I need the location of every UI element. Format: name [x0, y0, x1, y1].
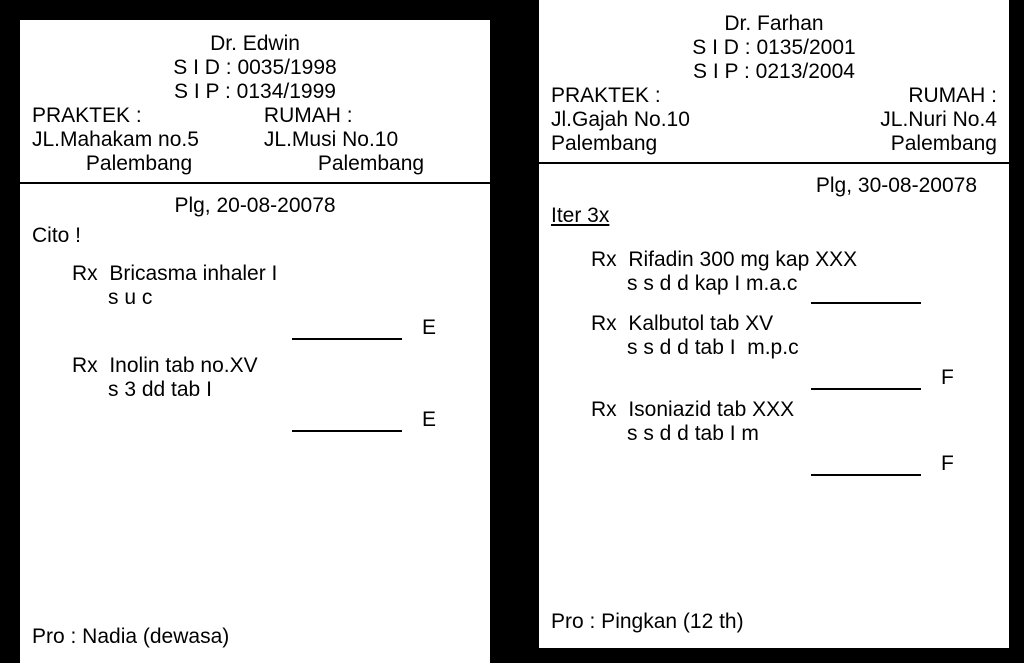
rx1-drug: Rx Rifadin 300 mg kap XXX — [591, 248, 997, 272]
rx1-signature — [551, 302, 997, 304]
rx3-mark: F — [941, 452, 959, 476]
signature-line-icon — [292, 338, 402, 340]
rx1-sig: s u c — [108, 286, 478, 310]
signature-line-icon — [811, 474, 921, 476]
date: Plg, 30-08-20078 — [551, 174, 997, 198]
rumah-addr: JL.Musi No.10 — [264, 128, 478, 152]
rx2-sig: s 3 dd tab I — [108, 378, 478, 402]
sip: S I P : 0213/2004 — [551, 60, 997, 84]
rumah-city: Palembang — [783, 132, 997, 156]
rumah-addr: JL.Nuri No.4 — [783, 108, 997, 132]
rx2-mark: F — [941, 366, 959, 390]
prescription-card-right: Dr. Farhan S I D : 0135/2001 S I P : 021… — [539, 0, 1009, 648]
rx2-drug: Rx Inolin tab no.XV — [72, 354, 478, 378]
date: Plg, 20-08-20078 — [32, 194, 478, 218]
address-line1: Jl.Gajah No.10 JL.Nuri No.4 — [551, 108, 997, 132]
rx1-mark: E — [422, 316, 440, 340]
rx1-drug: Rx Bricasma inhaler I — [72, 262, 478, 286]
rx2-mark: E — [422, 408, 440, 432]
cito-note: Cito ! — [32, 224, 478, 248]
address-labels: PRAKTEK : RUMAH : — [32, 104, 478, 128]
praktek-city: Palembang — [32, 152, 246, 176]
header-right: Dr. Farhan S I D : 0135/2001 S I P : 021… — [539, 0, 1009, 164]
rx2-signature: E — [32, 408, 478, 432]
prescription-card-left: Dr. Edwin S I D : 0035/1998 S I P : 0134… — [20, 20, 490, 663]
rumah-label: RUMAH : — [783, 84, 997, 108]
rx2-signature: F — [551, 366, 997, 390]
rx-block-2: Rx Kalbutol tab XV s s d d tab I m.p.c — [591, 312, 997, 360]
sid: S I D : 0035/1998 — [32, 56, 478, 80]
body-right: Plg, 30-08-20078 Iter 3x Rx Rifadin 300 … — [539, 164, 1009, 648]
rx2-drug: Rx Kalbutol tab XV — [591, 312, 997, 336]
address-line1: JL.Mahakam no.5 JL.Musi No.10 — [32, 128, 478, 152]
rx-block-1: Rx Rifadin 300 mg kap XXX s s d d kap I … — [591, 248, 997, 296]
address-labels: PRAKTEK : RUMAH : — [551, 84, 997, 108]
doctor-name: Dr. Farhan — [551, 12, 997, 36]
signature-line-icon — [811, 302, 921, 304]
rx3-signature: F — [551, 452, 997, 476]
rx1-sig: s s d d kap I m.a.c — [627, 272, 997, 296]
praktek-label: PRAKTEK : — [551, 84, 765, 108]
edge-letter: F — [1011, 372, 1024, 398]
pro-patient: Pro : Nadia (dewasa) — [32, 625, 229, 649]
rx-block-3: Rx Isoniazid tab XXX s s d d tab I m — [591, 398, 997, 446]
address-cities: Palembang Palembang — [551, 132, 997, 156]
signature-line-icon — [292, 430, 402, 432]
rx-block-1: Rx Bricasma inhaler I s u c — [72, 262, 478, 310]
body-left: Plg, 20-08-20078 Cito ! Rx Bricasma inha… — [20, 184, 490, 663]
rx1-signature: E — [32, 316, 478, 340]
sip: S I P : 0134/1999 — [32, 80, 478, 104]
rx3-sig: s s d d tab I m — [627, 422, 997, 446]
rx3-drug: Rx Isoniazid tab XXX — [591, 398, 997, 422]
praktek-city: Palembang — [551, 132, 765, 156]
signature-line-icon — [811, 388, 921, 390]
iter-note: Iter 3x — [551, 204, 609, 228]
pro-patient: Pro : Pingkan (12 th) — [551, 610, 744, 634]
doctor-name: Dr. Edwin — [32, 32, 478, 56]
rumah-city: Palembang — [264, 152, 478, 176]
address-cities: Palembang Palembang — [32, 152, 478, 176]
praktek-addr: JL.Mahakam no.5 — [32, 128, 246, 152]
rumah-label: RUMAH : — [264, 104, 478, 128]
header-left: Dr. Edwin S I D : 0035/1998 S I P : 0134… — [20, 20, 490, 184]
rx-block-2: Rx Inolin tab no.XV s 3 dd tab I — [72, 354, 478, 402]
sid: S I D : 0135/2001 — [551, 36, 997, 60]
rx2-sig: s s d d tab I m.p.c — [627, 336, 997, 360]
praktek-label: PRAKTEK : — [32, 104, 246, 128]
praktek-addr: Jl.Gajah No.10 — [551, 108, 765, 132]
